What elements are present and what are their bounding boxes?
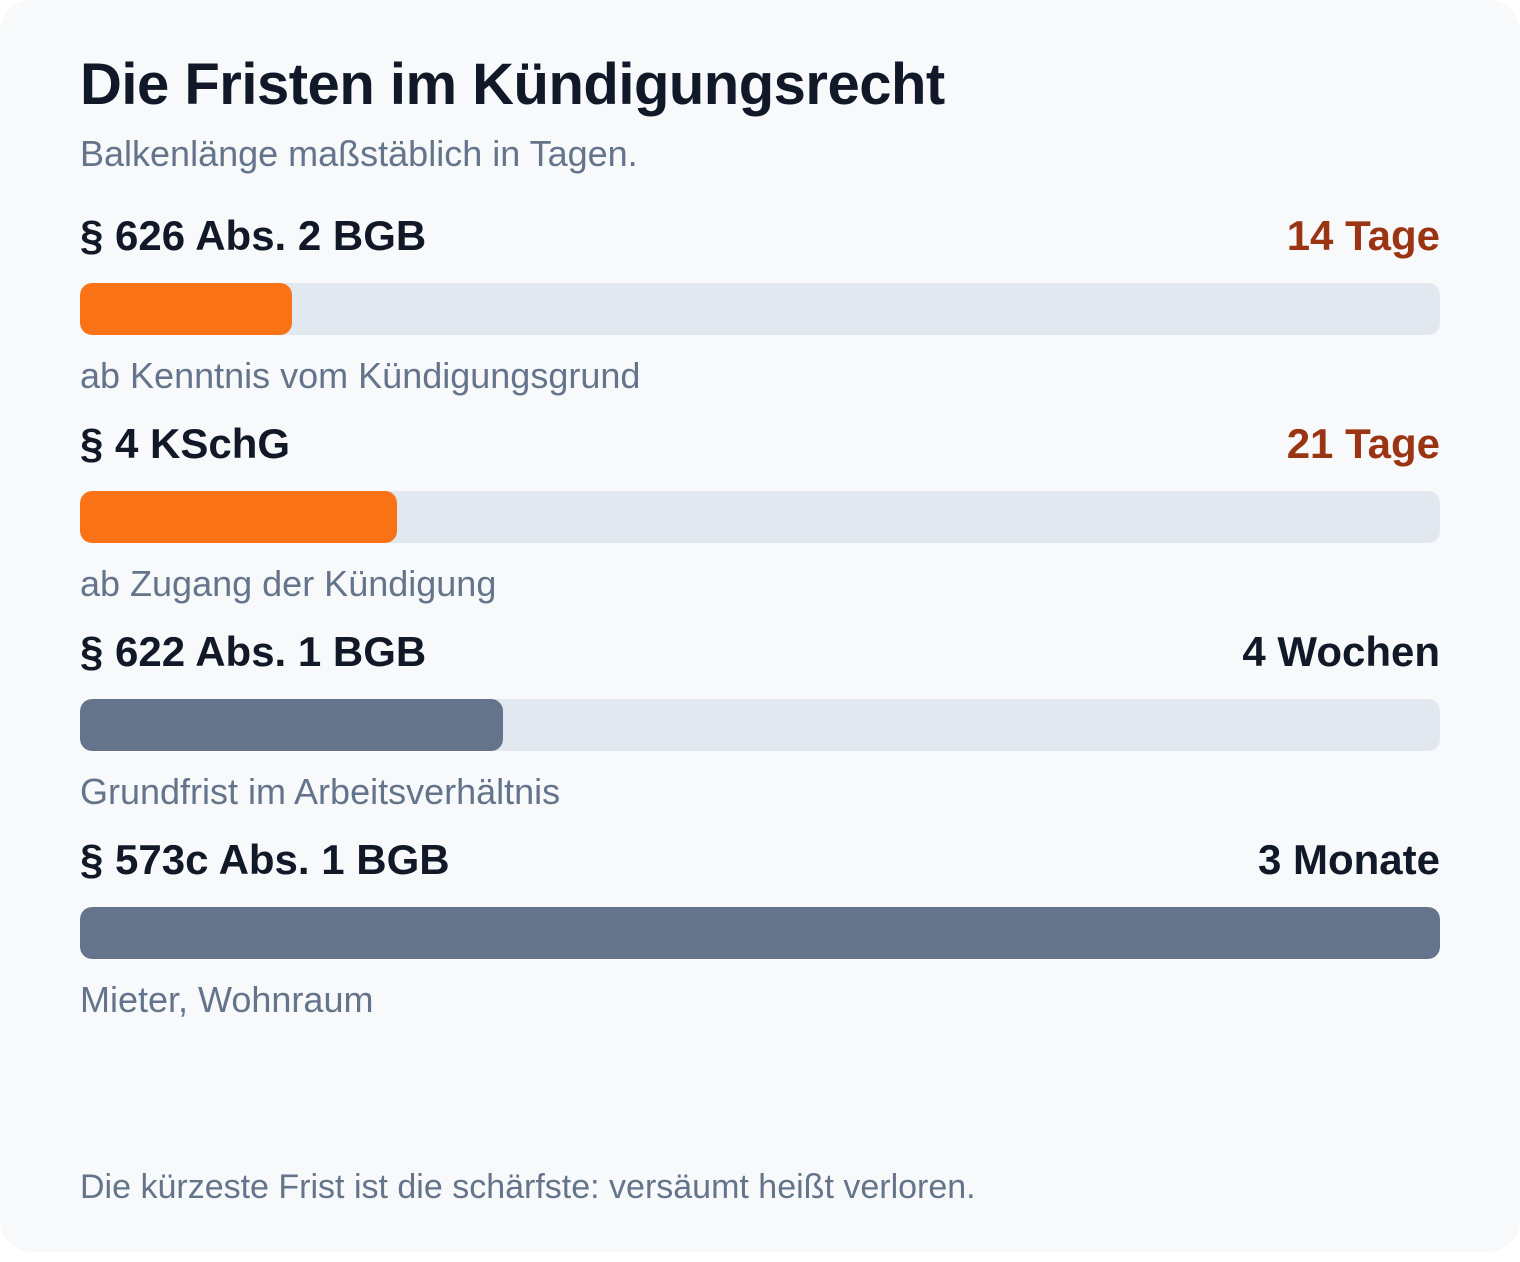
bar-note: ab Zugang der Kündigung <box>80 563 497 604</box>
category-label: § 622 Abs. 1 BGB <box>80 628 427 675</box>
bar-note: Mieter, Wohnraum <box>80 979 374 1020</box>
bar-track <box>80 491 1440 543</box>
bar-note: Grundfrist im Arbeitsverhältnis <box>80 771 561 812</box>
chart-footnote: Die kürzeste Frist ist die schärfste: ve… <box>80 1168 976 1206</box>
value-label: 21 Tage <box>1286 420 1440 467</box>
bar <box>80 907 1440 959</box>
chart-subtitle: Balkenlänge maßstäblich in Tagen. <box>80 133 638 174</box>
category-label: § 4 KSchG <box>80 420 291 467</box>
bar-row: § 626 Abs. 2 BGB 14 Tage ab Kenntnis vom K… <box>80 210 1440 410</box>
bar-track <box>80 283 1440 335</box>
chart-title: Die Fristen im Kündigungsrecht <box>80 52 945 117</box>
value-label: 3 Monate <box>1257 836 1440 883</box>
value-label: 4 Wochen <box>1242 628 1440 675</box>
bar <box>80 491 397 543</box>
bar-track <box>80 907 1440 959</box>
bar-row: § 4 KSchG 21 Tage ab Zugang der Kündigung <box>80 418 1440 618</box>
category-label: § 573c Abs. 1 BGB <box>80 836 450 883</box>
bar-row: § 573c Abs. 1 BGB 3 Monate Mieter, Wohnrau… <box>80 834 1440 1034</box>
bar-track <box>80 699 1440 751</box>
bar-row: § 622 Abs. 1 BGB 4 Wochen Grundfrist im Ar… <box>80 626 1440 826</box>
value-label: 14 Tage <box>1286 212 1440 259</box>
bar <box>80 699 503 751</box>
bar <box>80 283 292 335</box>
bar-note: ab Kenntnis vom Kündigungsgrund <box>80 355 641 396</box>
category-label: § 626 Abs. 2 BGB <box>80 212 427 259</box>
